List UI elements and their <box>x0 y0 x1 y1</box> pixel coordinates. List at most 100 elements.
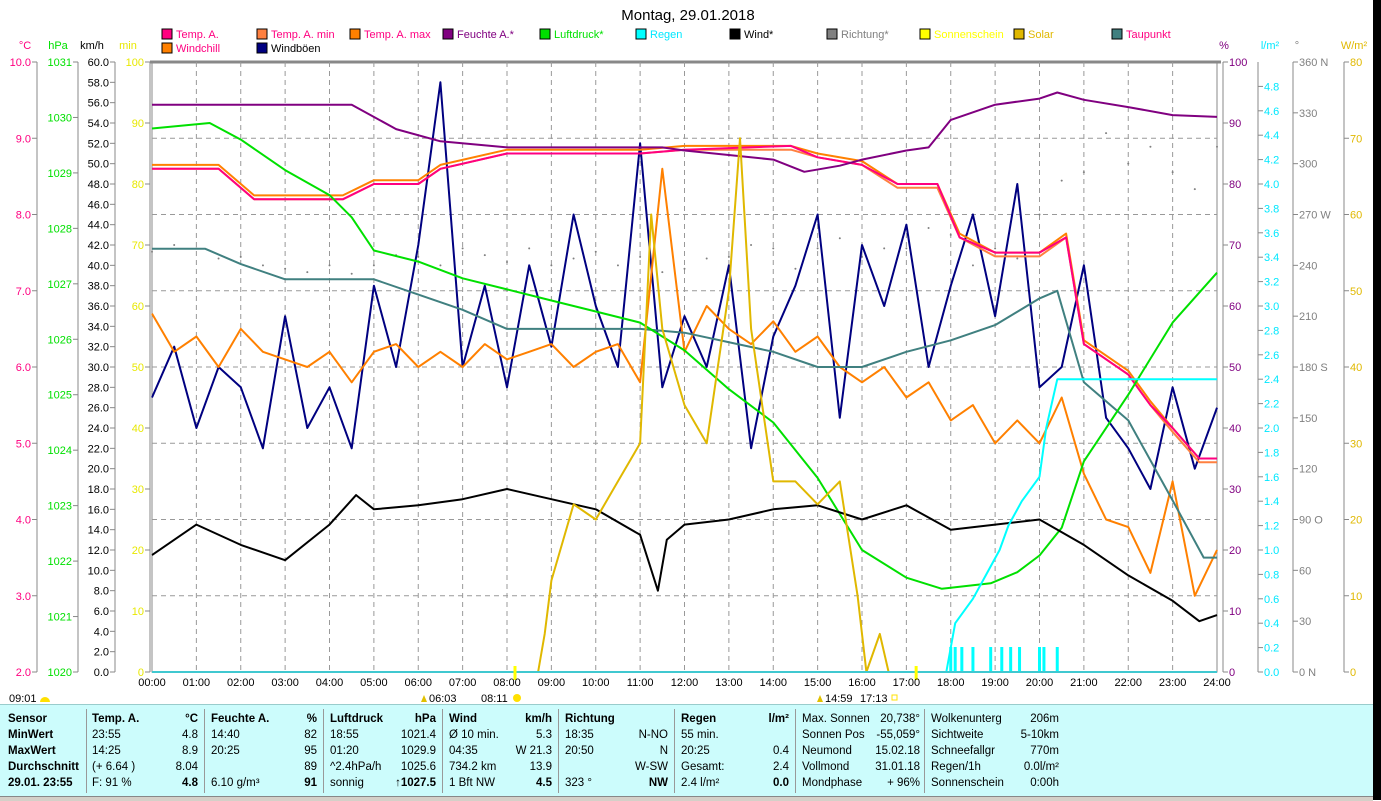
legend-label: Regen <box>650 29 682 41</box>
direction-dot <box>883 247 885 249</box>
row-value: 5-10km <box>1021 727 1059 743</box>
axis-tick-label: 2.8 <box>1264 325 1279 337</box>
row-time: 20:50 <box>565 743 594 759</box>
column-unit: % <box>307 711 317 727</box>
series-solar <box>152 138 889 672</box>
axis-tick-label: 4.6 <box>1264 106 1279 118</box>
direction-dot <box>1127 163 1129 165</box>
row-value: 82 <box>304 727 317 743</box>
axis-tick-label: 14.0 <box>88 525 109 537</box>
row-time: 323 ° <box>565 775 592 791</box>
row-value: 91 <box>304 775 317 791</box>
direction-dot <box>905 247 907 249</box>
direction-dot <box>639 256 641 258</box>
axis-tick-label: 8.0 <box>94 586 109 598</box>
row-label: Sonnen Pos <box>802 727 865 743</box>
row-time: 1 Bft NW <box>449 775 495 791</box>
row-time: 14:25 <box>92 743 121 759</box>
sun-icon <box>513 694 521 702</box>
axis-tick-label: 2.0 <box>1264 423 1279 435</box>
x-tick-label: 10:00 <box>582 677 610 689</box>
axis-tick-label: 1022 <box>48 556 72 568</box>
axis-tick-label: 40 <box>1350 362 1362 374</box>
direction-dot <box>462 247 464 249</box>
legend-label: Wind* <box>744 29 774 41</box>
axis-tick-label: 90 O <box>1299 515 1323 527</box>
axis-tick-label: 4.0 <box>16 515 31 527</box>
legend-swatch <box>730 29 740 39</box>
x-tick-label: 00:00 <box>138 677 166 689</box>
axis-tick-label: 18.0 <box>88 484 109 496</box>
axis-tick-label: 34.0 <box>88 321 109 333</box>
axis-tick-label: 12.0 <box>88 545 109 557</box>
direction-dot <box>151 251 153 253</box>
direction-dot <box>595 251 597 253</box>
direction-dot <box>351 273 353 275</box>
legend-swatch <box>257 29 267 39</box>
axis-tick-label: 80 <box>1229 179 1241 191</box>
axis-tick-label: 0.2 <box>1264 643 1279 655</box>
direction-dot <box>1216 146 1218 148</box>
axis-tick-label: 1028 <box>48 223 72 235</box>
legend-label: Temp. A. min <box>271 29 335 41</box>
axis-tick-label: 210 <box>1299 311 1317 323</box>
column-unit: l/m² <box>769 711 789 727</box>
axis-tick-label: 10 <box>1350 591 1362 603</box>
axis-unit-press: hPa <box>48 40 68 52</box>
direction-dot <box>439 264 441 266</box>
series-wind <box>152 489 1217 621</box>
axis-tick-label: 240 <box>1299 260 1317 272</box>
axis-tick-label: 5.0 <box>16 438 31 450</box>
status-bar <box>0 796 1373 801</box>
legend-swatch <box>1112 29 1122 39</box>
direction-dot <box>417 256 419 258</box>
axis-tick-label: 300 <box>1299 159 1317 171</box>
axis-tick-label: 40 <box>132 423 144 435</box>
axis-tick-label: 30 <box>1350 438 1362 450</box>
x-tick-label: 09:00 <box>538 677 566 689</box>
row-time: F: 91 % <box>92 775 132 791</box>
row-time: (+ 6.64 ) <box>92 759 135 775</box>
axis-tick-label: 4.0 <box>94 626 109 638</box>
direction-dot <box>617 264 619 266</box>
direction-dot <box>1194 188 1196 190</box>
x-tick-label: 22:00 <box>1114 677 1142 689</box>
direction-dot <box>284 268 286 270</box>
axis-tick-label: 3.2 <box>1264 277 1279 289</box>
axis-tick-label: 100 <box>126 57 144 69</box>
axis-tick-label: 100 <box>1229 57 1247 69</box>
direction-dot <box>240 256 242 258</box>
axis-tick-label: 1026 <box>48 334 72 346</box>
row-time: 734.2 km <box>449 759 496 775</box>
direction-dot <box>994 247 996 249</box>
legend-label: Feuchte A.* <box>457 29 515 41</box>
column-unit: km/h <box>525 711 552 727</box>
axis-tick-label: 10.0 <box>88 565 109 577</box>
axis-tick-label: 0.4 <box>1264 618 1279 630</box>
axis-tick-label: 3.8 <box>1264 203 1279 215</box>
direction-dot <box>928 227 930 229</box>
axis-tick-label: 10 <box>1229 606 1241 618</box>
row-value: 4.5 <box>536 775 552 791</box>
legend-swatch <box>162 43 172 53</box>
axis-tick-label: 3.0 <box>16 591 31 603</box>
axis-tick-label: 16.0 <box>88 504 109 516</box>
moonrise-icon <box>421 695 427 702</box>
legend-label: Richtung* <box>841 29 889 41</box>
row-value: 0.0 <box>773 775 789 791</box>
row-value: 0:00h <box>1030 775 1059 791</box>
axis-tick-label: 6.0 <box>94 606 109 618</box>
axis-tick-label: 120 <box>1299 464 1317 476</box>
moonset-time: 09:01 <box>9 693 37 704</box>
x-tick-label: 18:00 <box>937 677 965 689</box>
direction-dot <box>661 271 663 273</box>
axis-tick-label: 4.4 <box>1264 130 1279 142</box>
